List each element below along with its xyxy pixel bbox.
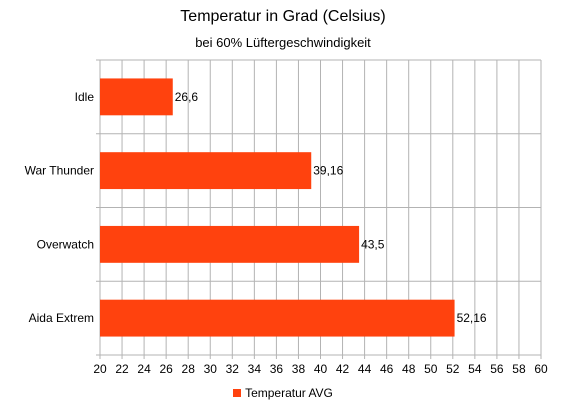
x-tick-label: 58 — [512, 362, 526, 376]
x-tick-label: 34 — [248, 362, 262, 376]
x-tick-label: 52 — [446, 362, 460, 376]
chart-title: Temperatur in Grad (Celsius) — [180, 8, 386, 25]
chart-subtitle: bei 60% Lüftergeschwindigkeit — [195, 35, 371, 50]
x-tick-label: 20 — [93, 362, 107, 376]
data-label: 43,5 — [361, 237, 385, 251]
x-tick-label: 30 — [204, 362, 218, 376]
x-tick-label: 26 — [159, 362, 173, 376]
category-label: War Thunder — [25, 164, 94, 178]
x-tick-label: 36 — [270, 362, 284, 376]
legend-swatch — [233, 388, 242, 397]
x-tick-label: 24 — [137, 362, 151, 376]
category-label: Aida Extrem — [29, 311, 94, 325]
data-label: 26,6 — [175, 90, 199, 104]
bar — [100, 152, 312, 190]
x-tick-label: 38 — [292, 362, 306, 376]
x-tick-label: 56 — [490, 362, 504, 376]
bar — [100, 299, 455, 337]
x-tick-label: 46 — [380, 362, 394, 376]
x-tick-label: 32 — [226, 362, 240, 376]
x-tick-label: 22 — [115, 362, 129, 376]
legend-label: Temperatur AVG — [245, 385, 333, 400]
x-tick-label: 28 — [182, 362, 196, 376]
legend: Temperatur AVG — [0, 385, 566, 400]
x-tick-label: 44 — [358, 362, 372, 376]
bar — [100, 225, 360, 263]
x-tick-label: 60 — [534, 362, 548, 376]
category-label: Overwatch — [37, 237, 94, 251]
x-tick-label: 54 — [468, 362, 482, 376]
data-label: 52,16 — [457, 311, 487, 325]
x-tick-label: 50 — [424, 362, 438, 376]
data-label: 39,16 — [313, 164, 343, 178]
x-tick-label: 42 — [336, 362, 350, 376]
x-tick-label: 40 — [314, 362, 328, 376]
category-label: Idle — [75, 90, 95, 104]
bar — [100, 78, 173, 116]
x-tick-label: 48 — [402, 362, 416, 376]
